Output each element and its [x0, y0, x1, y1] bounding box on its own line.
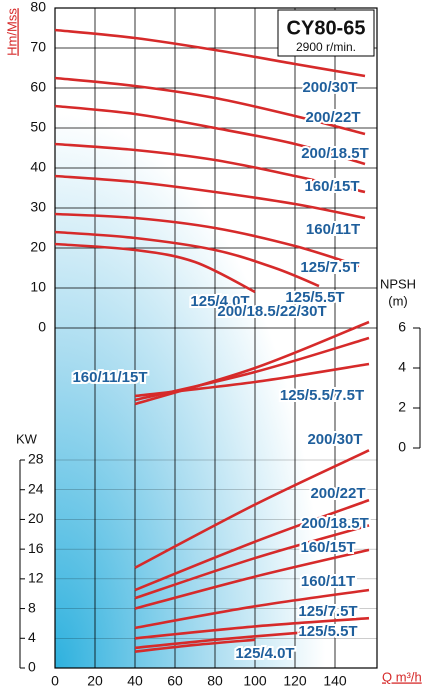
y-tick-label: 4	[398, 359, 406, 375]
curve-label: 125/7.5T	[300, 259, 359, 276]
curve-label: 200/30T	[302, 79, 357, 96]
x-tick-label: 120	[283, 673, 307, 689]
y-axis-label: NPSH	[380, 276, 416, 291]
curve	[134, 616, 370, 640]
curve	[54, 174, 366, 220]
curve-label: 160/11T	[301, 573, 355, 590]
x-tick-label: 140	[323, 673, 347, 689]
curves	[54, 28, 370, 653]
y-tick-label: 4	[28, 629, 36, 645]
y-tick-label: 0	[38, 319, 46, 335]
curve	[134, 449, 370, 569]
y-tick-label: 20	[28, 510, 44, 526]
x-tick-label: 100	[243, 673, 267, 689]
y-tick-label: 2	[398, 399, 406, 415]
y-tick-label: 12	[28, 570, 44, 586]
y-tick-label: 80	[30, 0, 46, 15]
x-axis-label: Q m³/h	[382, 669, 422, 684]
curve	[134, 320, 370, 406]
curve	[54, 104, 366, 166]
curve-labels: 200/30T 200/22T 200/18.5T 160/15T 160/11T 125…	[70, 77, 370, 664]
curve-label: 125/7.5T	[298, 603, 357, 620]
y-tick-label: 28	[28, 451, 44, 467]
curve-label: 160/11/15T	[72, 369, 147, 386]
curve-label: 160/11T	[306, 221, 360, 238]
curve-label: 200/18.5T	[301, 515, 369, 532]
curve	[134, 524, 370, 600]
chart-title: CY80-65	[287, 17, 366, 39]
chart-subtitle: 2900 r/min.	[296, 40, 356, 54]
curve-label: 200/22T	[305, 109, 360, 126]
curve-label: 125/5.5T	[285, 289, 344, 306]
curve-label: 125/5.5T	[298, 623, 357, 640]
y-tick-label: 20	[30, 239, 46, 255]
curve	[134, 498, 370, 592]
y-tick-label: 0	[28, 659, 36, 675]
x-tick-label: 40	[127, 673, 143, 689]
x-tick-label: 0	[51, 673, 59, 689]
curve	[134, 548, 370, 610]
curve-label: 200/18.5T	[301, 145, 369, 162]
curve-label: 125/4.0T	[235, 645, 294, 662]
curve	[54, 230, 320, 288]
y-tick-label: 6	[398, 319, 406, 335]
curve-label: 125/5.5/7.5T	[280, 387, 364, 404]
curve	[134, 362, 370, 398]
curve	[54, 76, 366, 136]
x-tick-label: 80	[207, 673, 223, 689]
curve-label: 200/18.5/22/30T	[217, 303, 326, 320]
y-tick-label: 24	[28, 480, 44, 496]
curve	[54, 212, 360, 268]
y-tick-label: 60	[30, 79, 46, 95]
x-tick-label: 20	[87, 673, 103, 689]
y-tick-label: 0	[398, 439, 406, 455]
y-tick-label: 70	[30, 39, 46, 55]
curve-label: 200/30T	[307, 431, 362, 448]
y-tick-label: 16	[28, 540, 44, 556]
y-axis-label: KW	[16, 431, 38, 446]
y-axis-unit: (m)	[388, 293, 408, 308]
curve-label: 125/4.0T	[190, 293, 249, 310]
y-tick-label: 40	[30, 159, 46, 175]
y-tick-label: 30	[30, 199, 46, 215]
y-axis-label: Hm/Mss	[4, 8, 19, 56]
curve	[134, 638, 256, 653]
curve	[54, 142, 366, 194]
curve	[134, 588, 370, 630]
curve-label: 160/15T	[300, 539, 355, 556]
curve	[134, 631, 306, 650]
curve	[54, 28, 366, 78]
y-tick-label: 50	[30, 119, 46, 135]
y-tick-label: 8	[28, 599, 36, 615]
curve-label: 200/22T	[310, 485, 365, 502]
curve-label: 160/15T	[304, 178, 359, 195]
curve	[54, 242, 256, 294]
y-tick-label: 10	[30, 279, 46, 295]
x-tick-label: 60	[167, 673, 183, 689]
title-box	[277, 9, 375, 57]
